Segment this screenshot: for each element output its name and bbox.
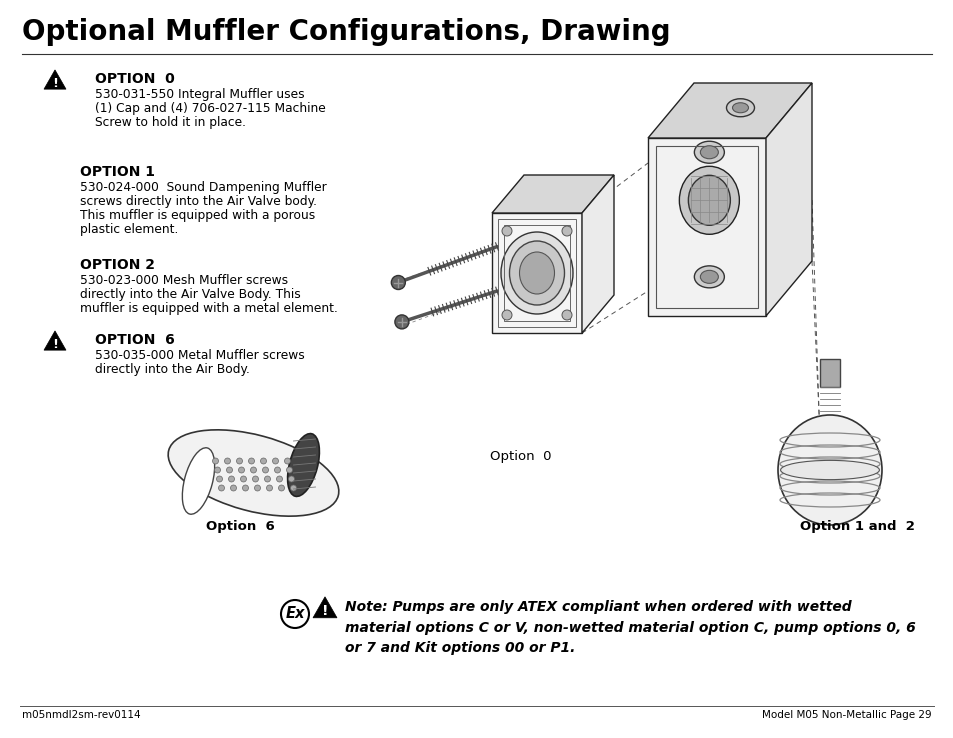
Ellipse shape — [182, 448, 214, 514]
Ellipse shape — [694, 266, 723, 288]
Circle shape — [253, 476, 258, 482]
Circle shape — [274, 467, 280, 473]
Circle shape — [224, 458, 231, 464]
Text: OPTION  6: OPTION 6 — [95, 333, 174, 347]
Text: 530-024-000  Sound Dampening Muffler: 530-024-000 Sound Dampening Muffler — [80, 181, 327, 194]
Circle shape — [238, 467, 244, 473]
Text: directly into the Air Body.: directly into the Air Body. — [95, 363, 250, 376]
Circle shape — [236, 458, 242, 464]
Circle shape — [395, 315, 409, 329]
Text: Ex: Ex — [285, 607, 304, 621]
Circle shape — [229, 476, 234, 482]
Text: Option  0: Option 0 — [490, 450, 551, 463]
Polygon shape — [492, 213, 581, 333]
Circle shape — [278, 485, 284, 491]
Circle shape — [226, 467, 233, 473]
Polygon shape — [313, 597, 336, 618]
Circle shape — [254, 485, 260, 491]
Text: 530-031-550 Integral Muffler uses: 530-031-550 Integral Muffler uses — [95, 88, 304, 101]
Text: m05nmdl2sm-rev0114: m05nmdl2sm-rev0114 — [22, 710, 140, 720]
Circle shape — [561, 310, 572, 320]
Ellipse shape — [519, 252, 554, 294]
Circle shape — [286, 467, 293, 473]
Text: !: ! — [321, 604, 328, 618]
Ellipse shape — [679, 166, 739, 234]
Ellipse shape — [168, 430, 338, 516]
Circle shape — [501, 310, 512, 320]
Circle shape — [216, 476, 222, 482]
Text: Model M05 Non-Metallic Page 29: Model M05 Non-Metallic Page 29 — [761, 710, 931, 720]
Circle shape — [248, 458, 254, 464]
Polygon shape — [44, 331, 66, 350]
Text: 530-023-000 Mesh Muffler screws: 530-023-000 Mesh Muffler screws — [80, 274, 288, 287]
Ellipse shape — [500, 232, 573, 314]
FancyBboxPatch shape — [820, 359, 840, 387]
Ellipse shape — [688, 176, 730, 225]
Polygon shape — [492, 175, 614, 213]
Text: (1) Cap and (4) 706-027-115 Machine: (1) Cap and (4) 706-027-115 Machine — [95, 102, 325, 115]
Polygon shape — [647, 138, 765, 316]
Circle shape — [288, 476, 294, 482]
Ellipse shape — [287, 434, 319, 497]
Ellipse shape — [509, 241, 564, 305]
Ellipse shape — [780, 461, 879, 480]
Text: !: ! — [52, 337, 58, 351]
Ellipse shape — [778, 415, 882, 525]
Circle shape — [391, 275, 405, 289]
Circle shape — [276, 476, 282, 482]
Text: Screw to hold it in place.: Screw to hold it in place. — [95, 116, 246, 129]
Circle shape — [561, 226, 572, 236]
Circle shape — [231, 485, 236, 491]
Ellipse shape — [732, 103, 748, 113]
Polygon shape — [765, 83, 811, 316]
Circle shape — [262, 467, 268, 473]
Polygon shape — [581, 175, 614, 333]
Circle shape — [214, 467, 220, 473]
Text: OPTION  0: OPTION 0 — [95, 72, 174, 86]
Text: Option 1 and  2: Option 1 and 2 — [800, 520, 914, 533]
Circle shape — [251, 467, 256, 473]
Ellipse shape — [700, 270, 718, 283]
Circle shape — [284, 458, 291, 464]
Text: muffler is equipped with a metal element.: muffler is equipped with a metal element… — [80, 302, 337, 315]
Polygon shape — [647, 83, 811, 138]
Circle shape — [266, 485, 273, 491]
Ellipse shape — [726, 99, 754, 117]
Polygon shape — [44, 70, 66, 89]
Circle shape — [264, 476, 271, 482]
Text: directly into the Air Valve Body. This: directly into the Air Valve Body. This — [80, 288, 300, 301]
Ellipse shape — [700, 145, 718, 159]
Text: !: ! — [52, 77, 58, 89]
Circle shape — [501, 226, 512, 236]
Text: Option  6: Option 6 — [206, 520, 274, 533]
Circle shape — [242, 485, 248, 491]
Circle shape — [218, 485, 224, 491]
Text: screws directly into the Air Valve body.: screws directly into the Air Valve body. — [80, 195, 316, 208]
Circle shape — [260, 458, 266, 464]
Circle shape — [273, 458, 278, 464]
Text: Note: Pumps are only ATEX compliant when ordered with wetted
material options C : Note: Pumps are only ATEX compliant when… — [345, 600, 915, 655]
Text: This muffler is equipped with a porous: This muffler is equipped with a porous — [80, 209, 314, 222]
Text: Optional Muffler Configurations, Drawing: Optional Muffler Configurations, Drawing — [22, 18, 670, 46]
Circle shape — [240, 476, 246, 482]
Text: plastic element.: plastic element. — [80, 223, 178, 236]
Text: 530-035-000 Metal Muffler screws: 530-035-000 Metal Muffler screws — [95, 349, 304, 362]
Text: OPTION 2: OPTION 2 — [80, 258, 154, 272]
Circle shape — [291, 485, 296, 491]
Circle shape — [213, 458, 218, 464]
Text: OPTION 1: OPTION 1 — [80, 165, 154, 179]
Ellipse shape — [694, 141, 723, 163]
